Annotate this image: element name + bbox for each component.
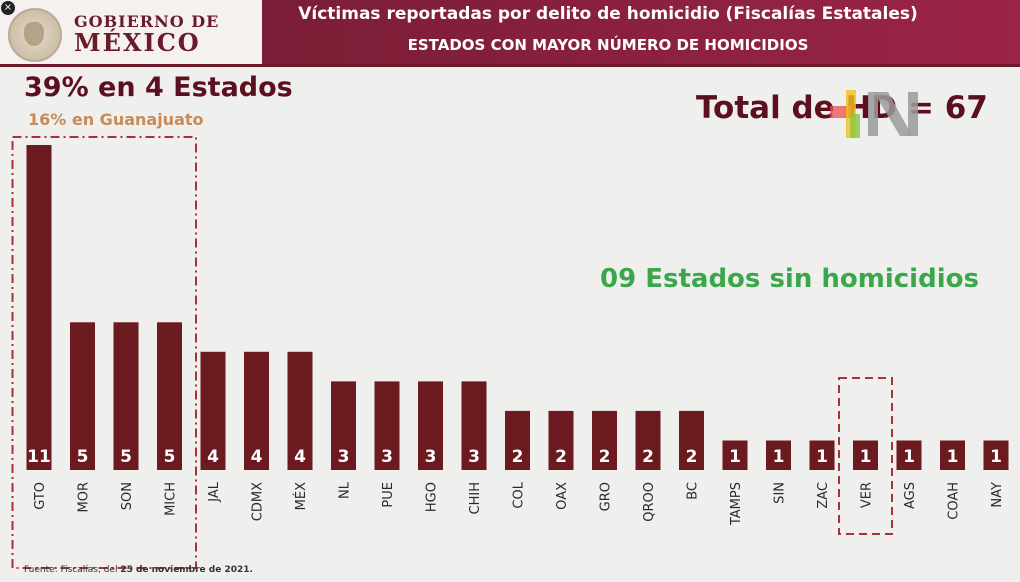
tick-label-CHIH: CHIH: [468, 482, 483, 514]
bar-OAX: [548, 410, 574, 470]
source-date: 25 de noviembre de 2021.: [120, 565, 253, 575]
data-label-NAY: 1: [990, 447, 1002, 467]
data-label-CDMX: 4: [251, 447, 263, 467]
tick-label-GTO: GTO: [33, 482, 48, 510]
source-text: Fuente: Fiscalías, del: [24, 565, 121, 575]
bar-AGS: [896, 440, 922, 470]
bar-TAMPS: [722, 440, 748, 470]
data-label-MOR: 5: [77, 447, 89, 467]
tick-label-COAH: COAH: [947, 482, 962, 520]
bar-VER: [853, 440, 878, 470]
bar-ZAC: [809, 440, 835, 470]
gobierno-logo: GOBIERNO DE MÉXICO: [8, 6, 258, 62]
data-label-TAMPS: 1: [729, 447, 741, 467]
subheadline: 16% en Guanajuato: [28, 110, 204, 129]
data-label-PUE: 3: [381, 447, 393, 467]
bar-CHIH: [461, 381, 487, 470]
bar-CDMX: [244, 351, 269, 470]
tick-label-AGS: AGS: [903, 482, 918, 509]
bar-GRO: [592, 410, 617, 470]
tick-label-MICH: MICH: [164, 482, 179, 516]
bar-MÉX: [287, 351, 313, 470]
title-band: [262, 0, 1020, 64]
tick-label-MÉX: MÉX: [293, 482, 309, 510]
tick-label-SIN: SIN: [773, 482, 788, 504]
tick-label-NL: NL: [338, 481, 353, 499]
tick-label-GRO: GRO: [599, 482, 614, 511]
bar-MOR: [70, 322, 95, 470]
chart-title: Víctimas reportadas por delito de homici…: [298, 4, 918, 24]
data-label-COAH: 1: [947, 447, 959, 467]
data-label-AGS: 1: [903, 447, 915, 467]
bar-NAY: [983, 440, 1009, 470]
data-label-SON: 5: [120, 447, 132, 467]
data-label-NL: 3: [338, 447, 350, 467]
data-label-JAL: 4: [207, 447, 219, 467]
data-label-HGO: 3: [425, 447, 437, 467]
bar-HGO: [418, 381, 443, 470]
headline: 39% en 4 Estados: [24, 72, 293, 103]
data-label-QROO: 2: [642, 447, 654, 467]
data-label-SIN: 1: [773, 447, 785, 467]
tick-label-MOR: MOR: [77, 482, 92, 512]
data-label-OAX: 2: [555, 447, 567, 467]
tick-label-JAL: JAL: [207, 481, 222, 502]
data-label-ZAC: 1: [816, 447, 828, 467]
data-label-CHIH: 3: [468, 447, 480, 467]
header-bar: GOBIERNO DE MÉXICO Víctimas reportadas p…: [0, 0, 1020, 67]
bar-MICH: [157, 322, 182, 470]
highlight-box-2: [838, 377, 893, 535]
tick-label-TAMPS: TAMPS: [729, 482, 744, 526]
no-homicides-label: 09 Estados sin homicidios: [600, 264, 979, 294]
bar-COL: [505, 410, 530, 470]
source-footnote: Fuente: Fiscalías, del 25 de noviembre d…: [24, 565, 253, 575]
data-label-VER: 1: [860, 447, 872, 467]
tick-label-COL: COL: [512, 481, 527, 508]
highlight-box-1: [11, 136, 197, 569]
data-label-BC: 2: [686, 447, 698, 467]
data-label-GTO: 11: [27, 447, 51, 467]
bar-JAL: [200, 351, 226, 470]
bar-SIN: [766, 440, 791, 470]
close-icon[interactable]: ×: [1, 1, 15, 15]
tick-label-VER: VER: [860, 482, 875, 508]
bar-NL: [331, 381, 356, 470]
tick-label-NAY: NAY: [990, 482, 1005, 508]
bar-GTO: [26, 145, 52, 470]
tick-label-PUE: PUE: [381, 482, 396, 508]
bar-SON: [113, 322, 139, 470]
logo-line1: GOBIERNO DE: [74, 12, 220, 31]
tick-label-SON: SON: [120, 482, 135, 510]
tick-label-CDMX: CDMX: [251, 482, 266, 521]
bar-COAH: [940, 440, 965, 470]
data-label-MÉX: 4: [294, 447, 306, 467]
tick-label-ZAC: ZAC: [816, 482, 831, 509]
tick-label-QROO: QROO: [642, 482, 657, 522]
data-label-GRO: 2: [599, 447, 611, 467]
coat-of-arms-icon: [8, 8, 62, 62]
bar-QROO: [635, 410, 661, 470]
chart-subtitle: ESTADOS CON MAYOR NÚMERO DE HOMICIDIOS: [407, 36, 809, 54]
data-label-COL: 2: [512, 447, 524, 467]
tick-label-HGO: HGO: [425, 482, 440, 512]
tick-label-BC: BC: [686, 482, 701, 500]
logo-line2: MÉXICO: [74, 28, 201, 57]
bar-PUE: [374, 381, 400, 470]
bar-BC: [679, 410, 704, 470]
watermark-logo-icon: [830, 90, 918, 138]
tick-label-OAX: OAX: [555, 482, 570, 510]
data-label-MICH: 5: [164, 447, 176, 467]
